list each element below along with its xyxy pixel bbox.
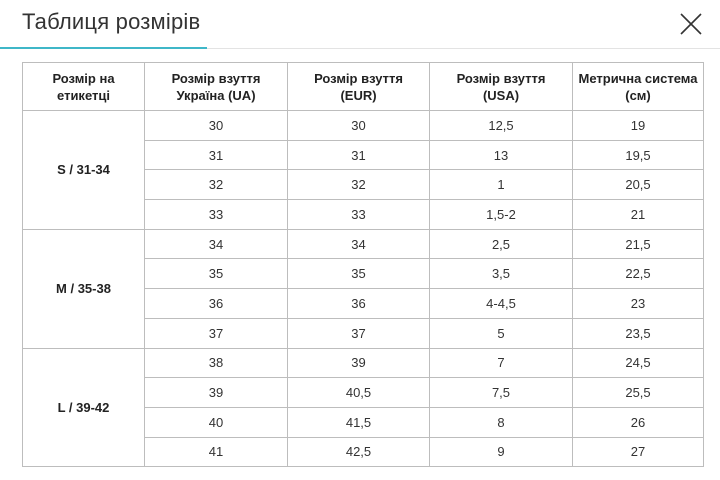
size-label: L / 39-42 (22, 347, 145, 468)
table-cell: 9 (429, 436, 573, 468)
header-line: (USA) (482, 87, 520, 103)
table-body: S / 31-34 30 30 12,5 19 31 31 13 19,5 32 32 1 20,5 33… (22, 110, 704, 468)
table-row: 32 32 1 20,5 (23, 169, 704, 201)
table-cell: 34 (144, 228, 288, 260)
table-cell: 33 (144, 199, 288, 230)
table-cell: 4-4,5 (429, 288, 573, 319)
table-cell: 35 (144, 258, 288, 290)
size-label: S / 31-34 (22, 110, 145, 230)
table-cell: 37 (287, 317, 430, 349)
column-header: Розмір на етикетці (22, 62, 145, 111)
table-cell: 40 (144, 406, 288, 438)
table-cell: 23 (572, 288, 704, 319)
table-cell: 31 (144, 139, 288, 171)
table-cell: 1,5-2 (429, 199, 573, 230)
size-label: M / 35-38 (22, 228, 145, 349)
table-cell: 24,5 (572, 347, 704, 379)
table-row: L / 39-42 38 39 7 24,5 (22, 347, 704, 468)
table-cell: 42,5 (287, 436, 430, 468)
table-cell: 30 (144, 110, 288, 141)
table-cell: 21,5 (572, 228, 704, 260)
table-cell: 19,5 (572, 139, 704, 171)
modal-title: Таблиця розмірів (22, 9, 201, 34)
table-cell: 39 (287, 347, 430, 379)
table-cell: 13 (429, 139, 573, 171)
table-cell: 1 (429, 169, 573, 201)
table-cell: 37 (144, 317, 288, 349)
table-row: 35 35 3,5 22,5 (23, 258, 704, 290)
table-cell: 31 (287, 139, 430, 171)
table-cell: 36 (144, 288, 288, 319)
table-cell: 38 (144, 347, 288, 379)
table-row: 33 33 1,5-2 21 (23, 199, 704, 230)
table-cell: 34 (287, 228, 430, 260)
table-cell: 22,5 (572, 258, 704, 290)
table-cell: 12,5 (429, 110, 573, 141)
divider (0, 48, 720, 49)
column-header: Розмір взуття (USA) (429, 62, 573, 111)
table-cell: 39 (144, 377, 288, 408)
header-line: Розмір взуття (456, 70, 546, 86)
table-row: 36 36 4-4,5 23 (23, 288, 704, 319)
header-line: Розмір взуття (314, 70, 403, 86)
table-cell: 20,5 (572, 169, 704, 201)
table-row: 40 41,5 8 26 (23, 406, 704, 438)
table-cell: 7 (429, 347, 573, 379)
table-cell: 5 (429, 317, 573, 349)
table-cell: 27 (572, 436, 704, 468)
column-header: Розмір взуття (EUR) (287, 62, 430, 111)
table-cell: 2,5 (429, 228, 573, 260)
table-cell: 36 (287, 288, 430, 319)
header-line: етикетці (57, 87, 110, 103)
table-cell: 41,5 (287, 406, 430, 438)
close-button[interactable] (679, 12, 703, 36)
table-cell: 35 (287, 258, 430, 290)
header-row: Розмір на етикетці Розмір взуття Україна (U… (22, 62, 704, 111)
table-row: 39 40,5 7,5 25,5 (23, 377, 704, 408)
table-cell: 33 (287, 199, 430, 230)
table-cell: 3,5 (429, 258, 573, 290)
size-table: Розмір на етикетці Розмір взуття Україна (U… (22, 62, 704, 468)
table-cell: 7,5 (429, 377, 573, 408)
table-cell: 32 (287, 169, 430, 201)
table-row: 41 42,5 9 27 (23, 436, 704, 468)
table-cell: 23,5 (572, 317, 704, 349)
header-line: (см) (625, 87, 651, 103)
header-line: Розмір взуття (171, 70, 261, 86)
header-line: Україна (UA) (176, 87, 256, 103)
table-cell: 40,5 (287, 377, 430, 408)
header-line: Розмір на (52, 70, 115, 86)
column-header: Метрична система (см) (572, 62, 704, 111)
table-row: 31 31 13 19,5 (23, 139, 704, 171)
table-cell: 25,5 (572, 377, 704, 408)
title-underline (0, 47, 207, 49)
table-cell: 21 (572, 199, 704, 230)
table-cell: 8 (429, 406, 573, 438)
table-cell: 32 (144, 169, 288, 201)
header-line: (EUR) (340, 87, 377, 103)
table-cell: 26 (572, 406, 704, 438)
table-cell: 30 (287, 110, 430, 141)
table-cell: 41 (144, 436, 288, 468)
table-cell: 19 (572, 110, 704, 141)
table-row: S / 31-34 30 30 12,5 19 (22, 110, 704, 230)
column-header: Розмір взуття Україна (UA) (144, 62, 288, 111)
header-line: Метрична система (578, 70, 698, 86)
table-row: M / 35-38 34 34 2,5 21,5 (22, 228, 704, 349)
